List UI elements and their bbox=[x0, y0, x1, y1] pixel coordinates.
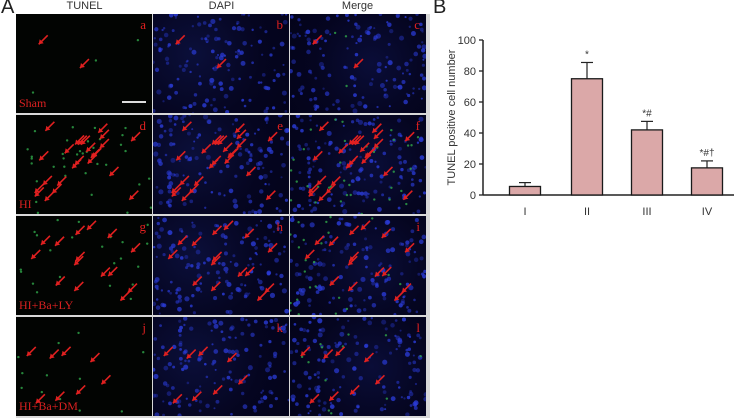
micrograph-tunel-d: d HI bbox=[16, 115, 152, 214]
column-header-dapi: DAPI bbox=[208, 0, 235, 12]
panel-a-label: A bbox=[1, 0, 15, 18]
svg-text:IV: IV bbox=[702, 206, 713, 218]
group-label: Sham bbox=[19, 96, 47, 110]
micrograph-dapi-h: h bbox=[153, 216, 289, 315]
group-label: HI+Ba+DM bbox=[19, 399, 78, 413]
svg-text:*: * bbox=[585, 49, 589, 60]
panel-b-label: B bbox=[433, 0, 447, 18]
svg-text:60: 60 bbox=[464, 97, 476, 109]
panel-letter-l: l bbox=[416, 320, 420, 335]
group-label: HI+Ba+LY bbox=[19, 298, 74, 312]
micrograph-dapi-b: b bbox=[153, 14, 289, 113]
svg-text:TUNEL positive cell number: TUNEL positive cell number bbox=[446, 49, 458, 185]
micrograph-tunel-a: a Sham bbox=[16, 14, 152, 113]
column-header-tunel: TUNEL bbox=[66, 0, 103, 12]
svg-text:40: 40 bbox=[464, 128, 476, 140]
micrograph-dapi-e: e bbox=[153, 115, 289, 214]
svg-text:100: 100 bbox=[458, 35, 476, 47]
svg-text:I: I bbox=[523, 206, 526, 218]
svg-text:III: III bbox=[642, 206, 651, 218]
svg-text:*#†: *#† bbox=[699, 148, 714, 159]
micrograph-merge-c: c bbox=[290, 14, 426, 113]
panel-letter-k: k bbox=[276, 320, 284, 335]
panel-letter-e: e bbox=[277, 118, 283, 133]
micrograph-merge-i: i bbox=[290, 216, 426, 315]
panel-letter-i: i bbox=[416, 219, 420, 234]
svg-text:80: 80 bbox=[464, 66, 476, 78]
micrograph-merge-l: l bbox=[290, 317, 426, 416]
scale-bar bbox=[122, 101, 146, 103]
panel-letter-b: b bbox=[276, 17, 284, 32]
panel-letter-g: g bbox=[139, 219, 147, 234]
micrograph-merge-f: f bbox=[290, 115, 426, 214]
panel-letter-d: d bbox=[139, 118, 147, 133]
panel-letter-c: c bbox=[414, 17, 420, 32]
micrograph-tunel-j: j HI+Ba+DM bbox=[16, 317, 152, 416]
micrograph-grid: a Sham b c d HI e f g HI+Ba+LY h i j HI+Ba+DM k l bbox=[16, 14, 430, 418]
micrograph-dapi-k: k bbox=[153, 317, 289, 416]
panel-letter-f: f bbox=[415, 118, 420, 133]
svg-text:20: 20 bbox=[464, 159, 476, 171]
svg-text:*#: *# bbox=[642, 108, 652, 119]
micrograph-tunel-g: g HI+Ba+LY bbox=[16, 216, 152, 315]
panel-letter-a: a bbox=[140, 17, 146, 32]
panel-letter-h: h bbox=[276, 219, 284, 234]
svg-text:0: 0 bbox=[470, 190, 476, 202]
group-label: HI bbox=[19, 197, 32, 211]
panel-letter-j: j bbox=[142, 320, 146, 335]
svg-text:II: II bbox=[584, 206, 590, 218]
column-header-merge: Merge bbox=[341, 0, 374, 12]
